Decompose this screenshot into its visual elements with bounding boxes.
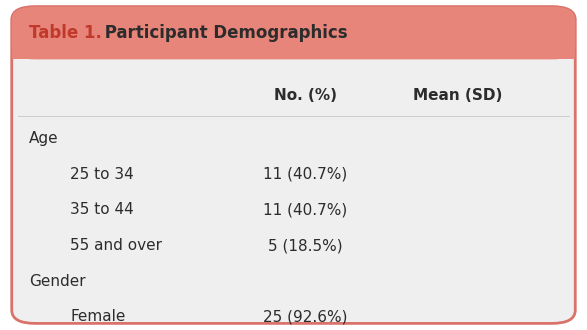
- Text: Mean (SD): Mean (SD): [413, 88, 502, 103]
- Text: 11 (40.7%): 11 (40.7%): [263, 167, 348, 182]
- Text: Female: Female: [70, 309, 126, 324]
- FancyBboxPatch shape: [12, 7, 575, 59]
- Text: No. (%): No. (%): [274, 88, 337, 103]
- Text: Gender: Gender: [29, 274, 86, 289]
- Text: 5 (18.5%): 5 (18.5%): [268, 238, 343, 253]
- Text: 11 (40.7%): 11 (40.7%): [263, 202, 348, 217]
- Text: 55 and over: 55 and over: [70, 238, 163, 253]
- Text: 25 to 34: 25 to 34: [70, 167, 134, 182]
- Bar: [12, 33, 575, 59]
- Text: Participant Demographics: Participant Demographics: [99, 24, 348, 42]
- Text: Table 1.: Table 1.: [29, 24, 102, 42]
- Text: 35 to 44: 35 to 44: [70, 202, 134, 217]
- FancyBboxPatch shape: [12, 7, 575, 323]
- Text: 25 (92.6%): 25 (92.6%): [263, 309, 348, 324]
- Text: Age: Age: [29, 131, 59, 146]
